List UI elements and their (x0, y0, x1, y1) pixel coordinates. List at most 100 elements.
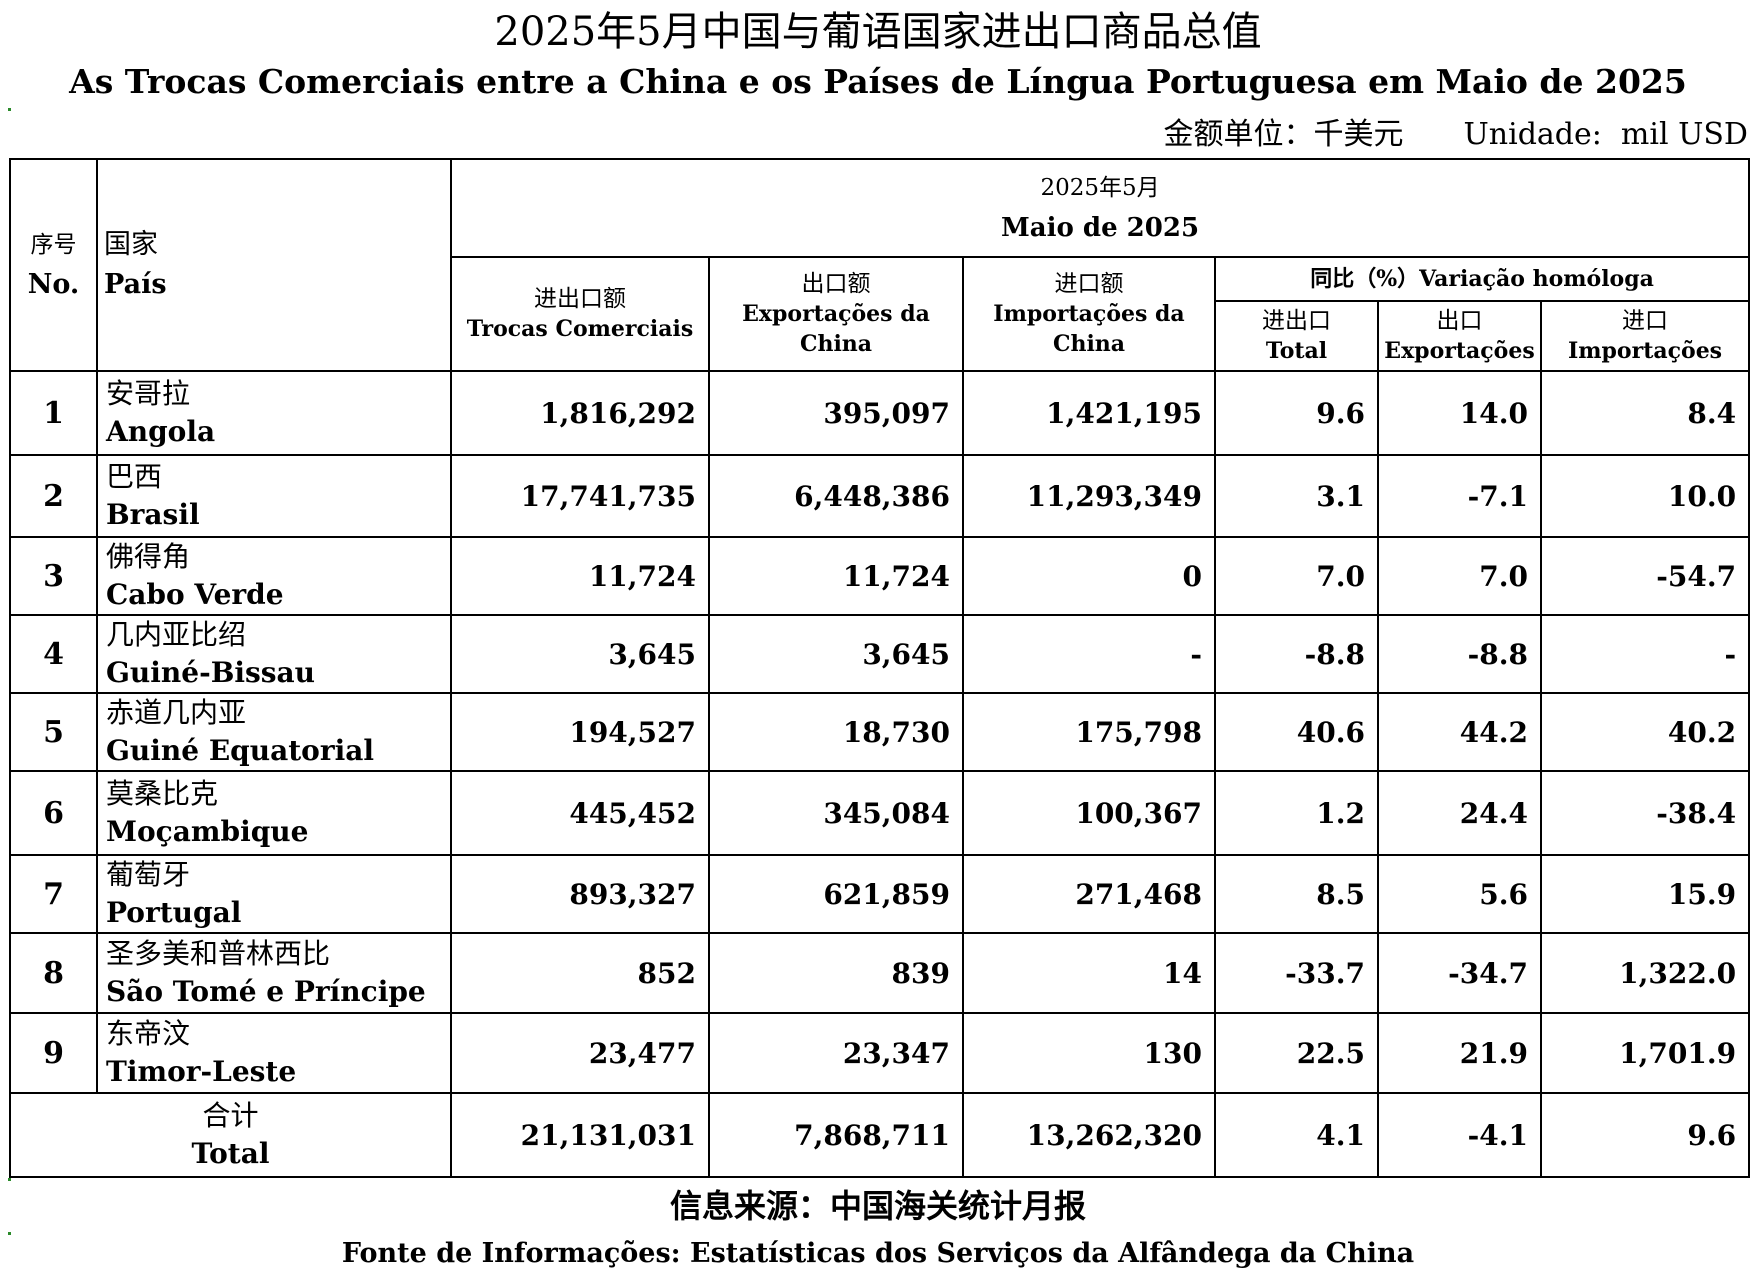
row-import: 0 (962, 536, 1216, 616)
scan-artifact-dot (8, 1178, 11, 1181)
row-export: 23,347 (708, 1012, 964, 1094)
total-export: 7,868,711 (708, 1092, 964, 1178)
page-title-chinese: 2025年5月中国与葡语国家进出口商品总值 (494, 9, 1262, 55)
row-country-portuguese: Brasil (106, 498, 200, 531)
row-index: 4 (9, 614, 98, 694)
row-country-chinese: 莫桑比克 (106, 777, 219, 810)
total-label-portuguese: Total (191, 1137, 270, 1170)
header-yoy-total-chinese: 进出口 (1262, 308, 1331, 334)
page-title-portuguese: As Trocas Comerciais entre a China e os … (69, 62, 1687, 101)
row-yoy-import: 15.9 (1539, 854, 1751, 934)
row-import: 14 (962, 932, 1216, 1014)
header-country-chinese: 国家 (104, 229, 158, 260)
header-trade: 进出口额 Trocas Comerciais (450, 256, 710, 372)
source-chinese: 信息来源：中国海关统计月报 (669, 1187, 1086, 1225)
row-trade: 893,327 (450, 854, 710, 934)
row-export: 395,097 (708, 370, 964, 456)
row-country-chinese: 圣多美和普林西比 (106, 937, 331, 970)
row-import: 11,293,349 (962, 454, 1216, 538)
row-import: 271,468 (962, 854, 1216, 934)
header-yoy-export-portuguese: Exportações (1384, 338, 1535, 364)
row-trade: 445,452 (450, 770, 710, 856)
header-yoy-total: 进出口 Total (1214, 300, 1379, 372)
header-country-portuguese: País (104, 269, 167, 300)
row-yoy-total: 22.5 (1214, 1012, 1379, 1094)
row-yoy-import: -38.4 (1539, 770, 1751, 856)
row-yoy-export: 14.0 (1377, 370, 1542, 456)
row-export: 839 (708, 932, 964, 1014)
source-portuguese: Fonte de Informações: Estatísticas dos S… (341, 1238, 1415, 1269)
row-country-chinese: 几内亚比绍 (106, 618, 247, 651)
header-export-portuguese: Exportações da China (742, 301, 930, 357)
header-yoy-export-chinese: 出口 (1436, 308, 1483, 334)
row-yoy-total: 8.5 (1214, 854, 1379, 934)
header-index: 序号 No. (9, 158, 98, 372)
table-row: 1 安哥拉 Angola 1,816,292 395,097 1,421,195 9.6 14… (9, 370, 1751, 456)
header-import-chinese: 进口额 (1054, 271, 1124, 297)
unit-note-chinese: 金额单位：千美元 (1163, 117, 1404, 152)
row-trade: 23,477 (450, 1012, 710, 1094)
trade-table: 序号 No. 国家 País 2025年5月 Maio de 2025 进出口额… (9, 158, 1751, 1178)
header-trade-portuguese: Trocas Comerciais (466, 316, 694, 342)
row-country: 安哥拉 Angola (96, 370, 452, 456)
total-yoy-import: 9.6 (1539, 1092, 1751, 1178)
total-label: 合计 Total (9, 1092, 452, 1178)
total-yoy-total: 4.1 (1214, 1092, 1379, 1178)
row-trade: 17,741,735 (450, 454, 710, 538)
row-country-chinese: 东帝汶 (106, 1017, 191, 1050)
table-row: 4 几内亚比绍 Guiné-Bissau 3,645 3,645- -8.8 -8.8- (9, 614, 1751, 694)
row-yoy-total: -33.7 (1214, 932, 1379, 1014)
row-yoy-export: 24.4 (1377, 770, 1542, 856)
row-yoy-total: 9.6 (1214, 370, 1379, 456)
row-country-portuguese: Timor-Leste (106, 1055, 297, 1088)
header-row-period: 序号 No. 国家 País 2025年5月 Maio de 2025 (9, 158, 1751, 372)
row-index: 6 (9, 770, 98, 856)
table-row: 6 莫桑比克 Moçambique 445,452 345,084 100,367 1.2 2… (9, 770, 1751, 856)
header-period: 2025年5月 Maio de 2025 (449, 158, 1751, 258)
header-import-portuguese: Importações da China (993, 301, 1185, 357)
row-country-portuguese: Angola (106, 415, 216, 448)
row-trade: 194,527 (450, 692, 710, 772)
table-row: 7 葡萄牙 Portugal 893,327 621,859 271,468 8.5 5.6 1… (9, 854, 1751, 934)
row-yoy-total: 7.0 (1214, 536, 1379, 616)
row-country: 圣多美和普林西比 São Tomé e Príncipe (96, 932, 452, 1014)
row-country-chinese: 佛得角 (106, 540, 191, 573)
header-yoy: 同比（%）Variação homóloga (1213, 256, 1751, 302)
row-country: 莫桑比克 Moçambique (96, 770, 452, 856)
row-index: 9 (9, 1012, 98, 1094)
row-trade: 11,724 (450, 536, 710, 616)
header-export-chinese: 出口额 (801, 271, 871, 297)
table-body: 序号 No. 国家 País 2025年5月 Maio de 2025 进出口额… (9, 158, 1751, 1178)
header-trade-chinese: 进出口额 (534, 286, 626, 312)
row-export: 345,084 (708, 770, 964, 856)
row-yoy-export: -8.8 (1377, 614, 1542, 694)
row-export: 621,859 (708, 854, 964, 934)
unit-note-portuguese: Unidade: mil USD (1463, 117, 1749, 152)
row-yoy-export: 44.2 (1377, 692, 1542, 772)
row-import: - (962, 614, 1216, 694)
header-yoy-import: 进口 Importações (1539, 300, 1751, 372)
row-import: 1,421,195 (962, 370, 1216, 456)
row-country: 巴西 Brasil (96, 454, 452, 538)
table-row: 5 赤道几内亚 Guiné Equatorial 194,527 18,730 175,7… (9, 692, 1751, 772)
row-index: 8 (9, 932, 98, 1014)
row-index: 1 (9, 370, 98, 456)
row-yoy-import: -54.7 (1539, 536, 1751, 616)
row-yoy-total: 1.2 (1214, 770, 1379, 856)
row-country: 佛得角 Cabo Verde (96, 536, 452, 616)
row-export: 6,448,386 (708, 454, 964, 538)
row-index: 2 (9, 454, 98, 538)
header-yoy-import-chinese: 进口 (1622, 308, 1669, 334)
row-country-portuguese: Cabo Verde (106, 578, 284, 611)
row-import: 100,367 (962, 770, 1216, 856)
unit-note: 金额单位：千美元 Unidade: mil USD (1164, 116, 1749, 154)
header-row-columns: 进出口额 Trocas Comerciais 出口额 Exportações d… (10, 256, 1751, 372)
row-yoy-import: 1,322.0 (1539, 932, 1751, 1014)
row-yoy-export: -7.1 (1377, 454, 1542, 538)
total-trade: 21,131,031 (450, 1092, 710, 1178)
table-row: 8 圣多美和普林西比 São Tomé e Príncipe 852 839 14 -33.… (9, 932, 1751, 1014)
row-import: 130 (962, 1012, 1216, 1094)
row-yoy-export: 7.0 (1377, 536, 1542, 616)
row-country-chinese: 赤道几内亚 (106, 696, 247, 729)
table-row: 3 佛得角 Cabo Verde 11,724 11,724 0 7.0 7.0 -54.7 (9, 536, 1751, 616)
